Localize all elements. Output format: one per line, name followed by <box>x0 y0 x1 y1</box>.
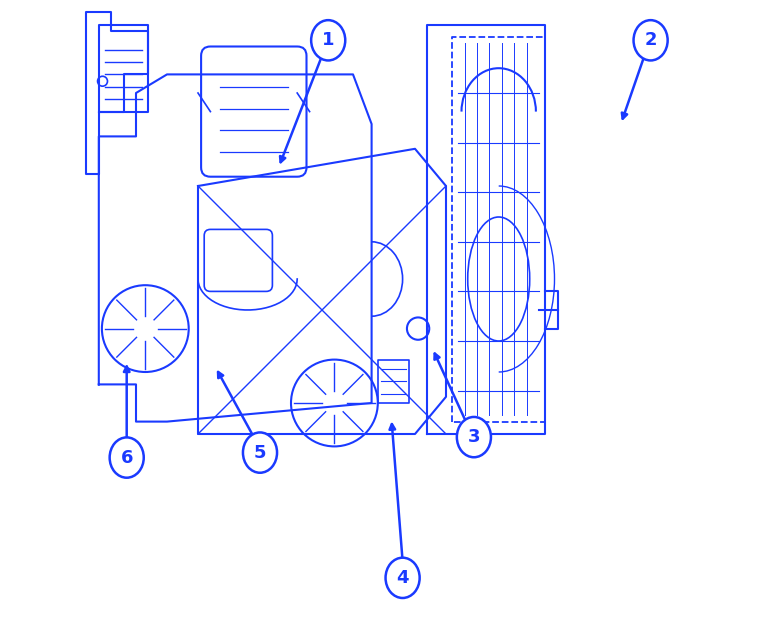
Ellipse shape <box>457 417 491 458</box>
Ellipse shape <box>243 433 277 472</box>
Ellipse shape <box>634 20 667 60</box>
Text: 1: 1 <box>322 31 334 50</box>
Text: 6: 6 <box>121 448 133 467</box>
Text: 2: 2 <box>644 31 657 50</box>
Text: 3: 3 <box>468 428 480 446</box>
Ellipse shape <box>311 20 346 60</box>
Ellipse shape <box>110 438 144 477</box>
Ellipse shape <box>386 558 419 598</box>
Text: 5: 5 <box>253 443 266 462</box>
Text: 4: 4 <box>396 569 409 587</box>
